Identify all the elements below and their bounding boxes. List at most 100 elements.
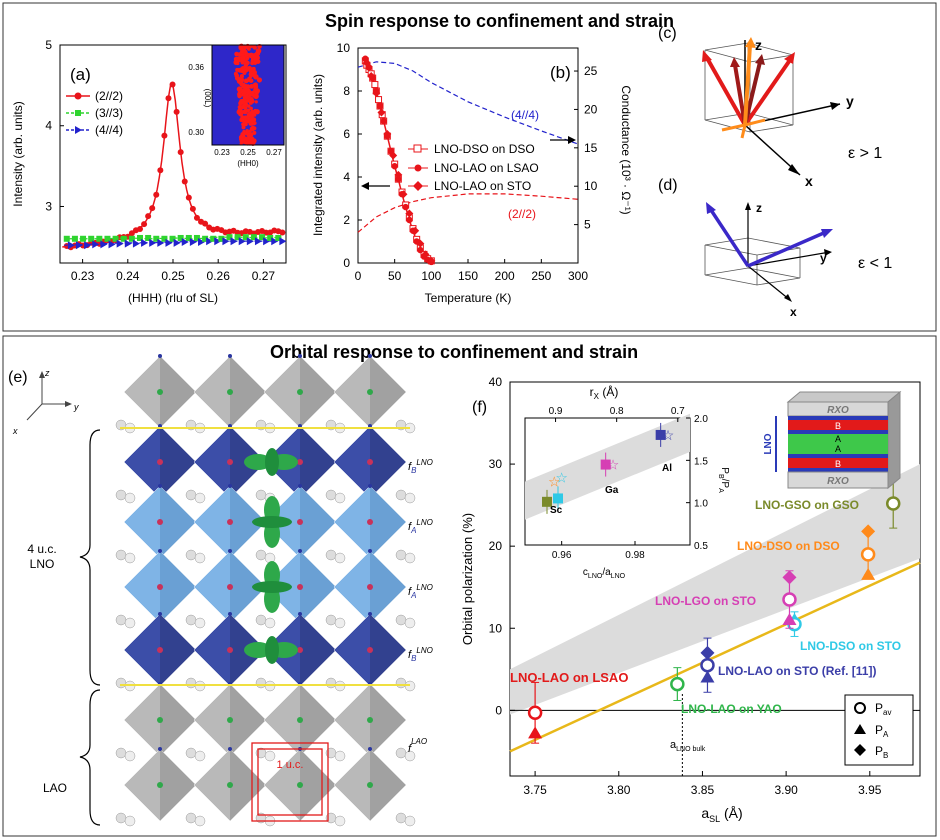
panel-d-label: (d) [658, 177, 678, 194]
xtick-label: 0.25 [161, 269, 185, 283]
unit-cell-box [251, 742, 329, 822]
inset-intensity-dot [247, 134, 253, 140]
inset-ytick-1: 0.30 [188, 128, 204, 137]
oxygen [298, 354, 302, 358]
point-22 [181, 178, 188, 185]
inset-intensity-dot [249, 97, 254, 102]
layer-label-fa: fALNO [408, 583, 433, 600]
point-pa [528, 726, 543, 739]
point-44 [254, 237, 262, 246]
inset-intensity-dot [253, 93, 259, 100]
a-site-ion [395, 489, 407, 501]
point-22 [141, 221, 148, 228]
schematic-a-bottom: A [835, 444, 841, 454]
point-33 [145, 234, 152, 241]
label-dso-dso: LNO-DSO on DSO [737, 539, 840, 553]
a-site-ion [194, 617, 206, 629]
a-site-ion [395, 747, 407, 759]
point-pav [885, 496, 901, 511]
inset-intensity-dot [248, 100, 253, 105]
a-site-ion [325, 614, 337, 626]
inset-intensity-dot [243, 115, 248, 119]
point-33 [80, 235, 87, 242]
panel-b-xlabel: Temperature (K) [425, 291, 512, 305]
point-33 [275, 234, 282, 241]
legend-f-0: Pav [875, 701, 891, 717]
bottom-frame [2, 335, 937, 837]
cation [367, 647, 373, 653]
a-site-ion [115, 549, 127, 561]
xtick-label: 100 [421, 269, 441, 283]
a-site-ion [185, 489, 197, 501]
point-lao-lsao [402, 203, 409, 211]
point-33 [259, 234, 266, 241]
cation [367, 389, 373, 395]
ytick-label: 0 [343, 256, 350, 270]
point-44 [173, 238, 181, 247]
panel-f-frame [509, 381, 921, 777]
inset-intensity-dot [242, 129, 246, 134]
ytick-right-label: 20 [584, 102, 598, 116]
a-site-ion [185, 812, 197, 824]
inset-intensity-dot [241, 139, 246, 144]
panel-f-yticks: 0 10 20 30 40 [489, 375, 515, 717]
inset-ytick-0: 0.36 [188, 63, 204, 72]
point-44 [206, 237, 214, 246]
a-site-ion [334, 492, 346, 504]
inset-intensity-dot [236, 76, 241, 82]
a-site-ion [395, 549, 407, 561]
schematic-a-top: A [835, 434, 841, 444]
label-lgo-sto: LNO-LGO on STO [655, 594, 756, 608]
point-lao-sto [399, 190, 408, 199]
a-site-ion [124, 552, 136, 564]
octahedron-shade [370, 426, 406, 498]
point-lao-sto [362, 59, 371, 68]
inset-label-ga: Ga [605, 485, 619, 496]
cation [227, 584, 233, 590]
panel-c: (c) z y x [658, 25, 882, 189]
inset-xlabel: (HH0) [237, 159, 259, 168]
point-44 [116, 239, 124, 248]
spin-arrow [733, 64, 747, 126]
point-lao-sto [394, 170, 403, 179]
octahedron-shade [370, 356, 406, 428]
spin-arrow [705, 57, 747, 126]
panel-a-legend: (2//2) (3//3) (4//4) [66, 89, 123, 137]
ytick-right-label: 5 [584, 218, 591, 232]
spin-arrows-d [709, 209, 827, 268]
inset-intensity-dot [237, 93, 242, 99]
point-pa [700, 670, 715, 683]
legend-marker-circle [414, 164, 422, 172]
octahedron-shade [160, 614, 196, 686]
point-lao-sto [416, 239, 425, 248]
octahedron-shade [300, 749, 336, 821]
cation [227, 459, 233, 465]
point-44 [214, 237, 222, 246]
point-22 [149, 205, 156, 212]
a-site-ion [185, 614, 197, 626]
ytick-label: 4 [343, 170, 350, 184]
a-site-ion [255, 677, 267, 689]
point-44 [132, 239, 140, 248]
inset-bottom-label: cLNO/aLNO [583, 567, 626, 580]
panel-f-label: (f) [472, 399, 487, 416]
point-44 [84, 241, 92, 250]
oxygen [158, 484, 162, 488]
oxygen [158, 747, 162, 751]
inset-intensity-dot [253, 45, 257, 50]
inset-intensity-dot [254, 110, 259, 115]
brace-lno-label-1: LNO [30, 557, 55, 571]
a-site-ion [115, 812, 127, 824]
layer-label-fb: fBLNO [408, 646, 433, 663]
inset-intensity-dot [233, 71, 239, 76]
schematic-rxo-bottom: RXO [827, 476, 849, 487]
point-lao-lsao [395, 175, 402, 183]
a-site-ion [124, 617, 136, 629]
inset-intensity-dot [237, 56, 241, 60]
orbital-lobe [252, 581, 292, 593]
ytick-right-label: 15 [584, 141, 598, 155]
ytick-right-label: 10 [584, 179, 598, 193]
point-lao-sto [377, 108, 386, 117]
octahedron-shade [160, 356, 196, 428]
point-lao-sto [383, 130, 392, 138]
